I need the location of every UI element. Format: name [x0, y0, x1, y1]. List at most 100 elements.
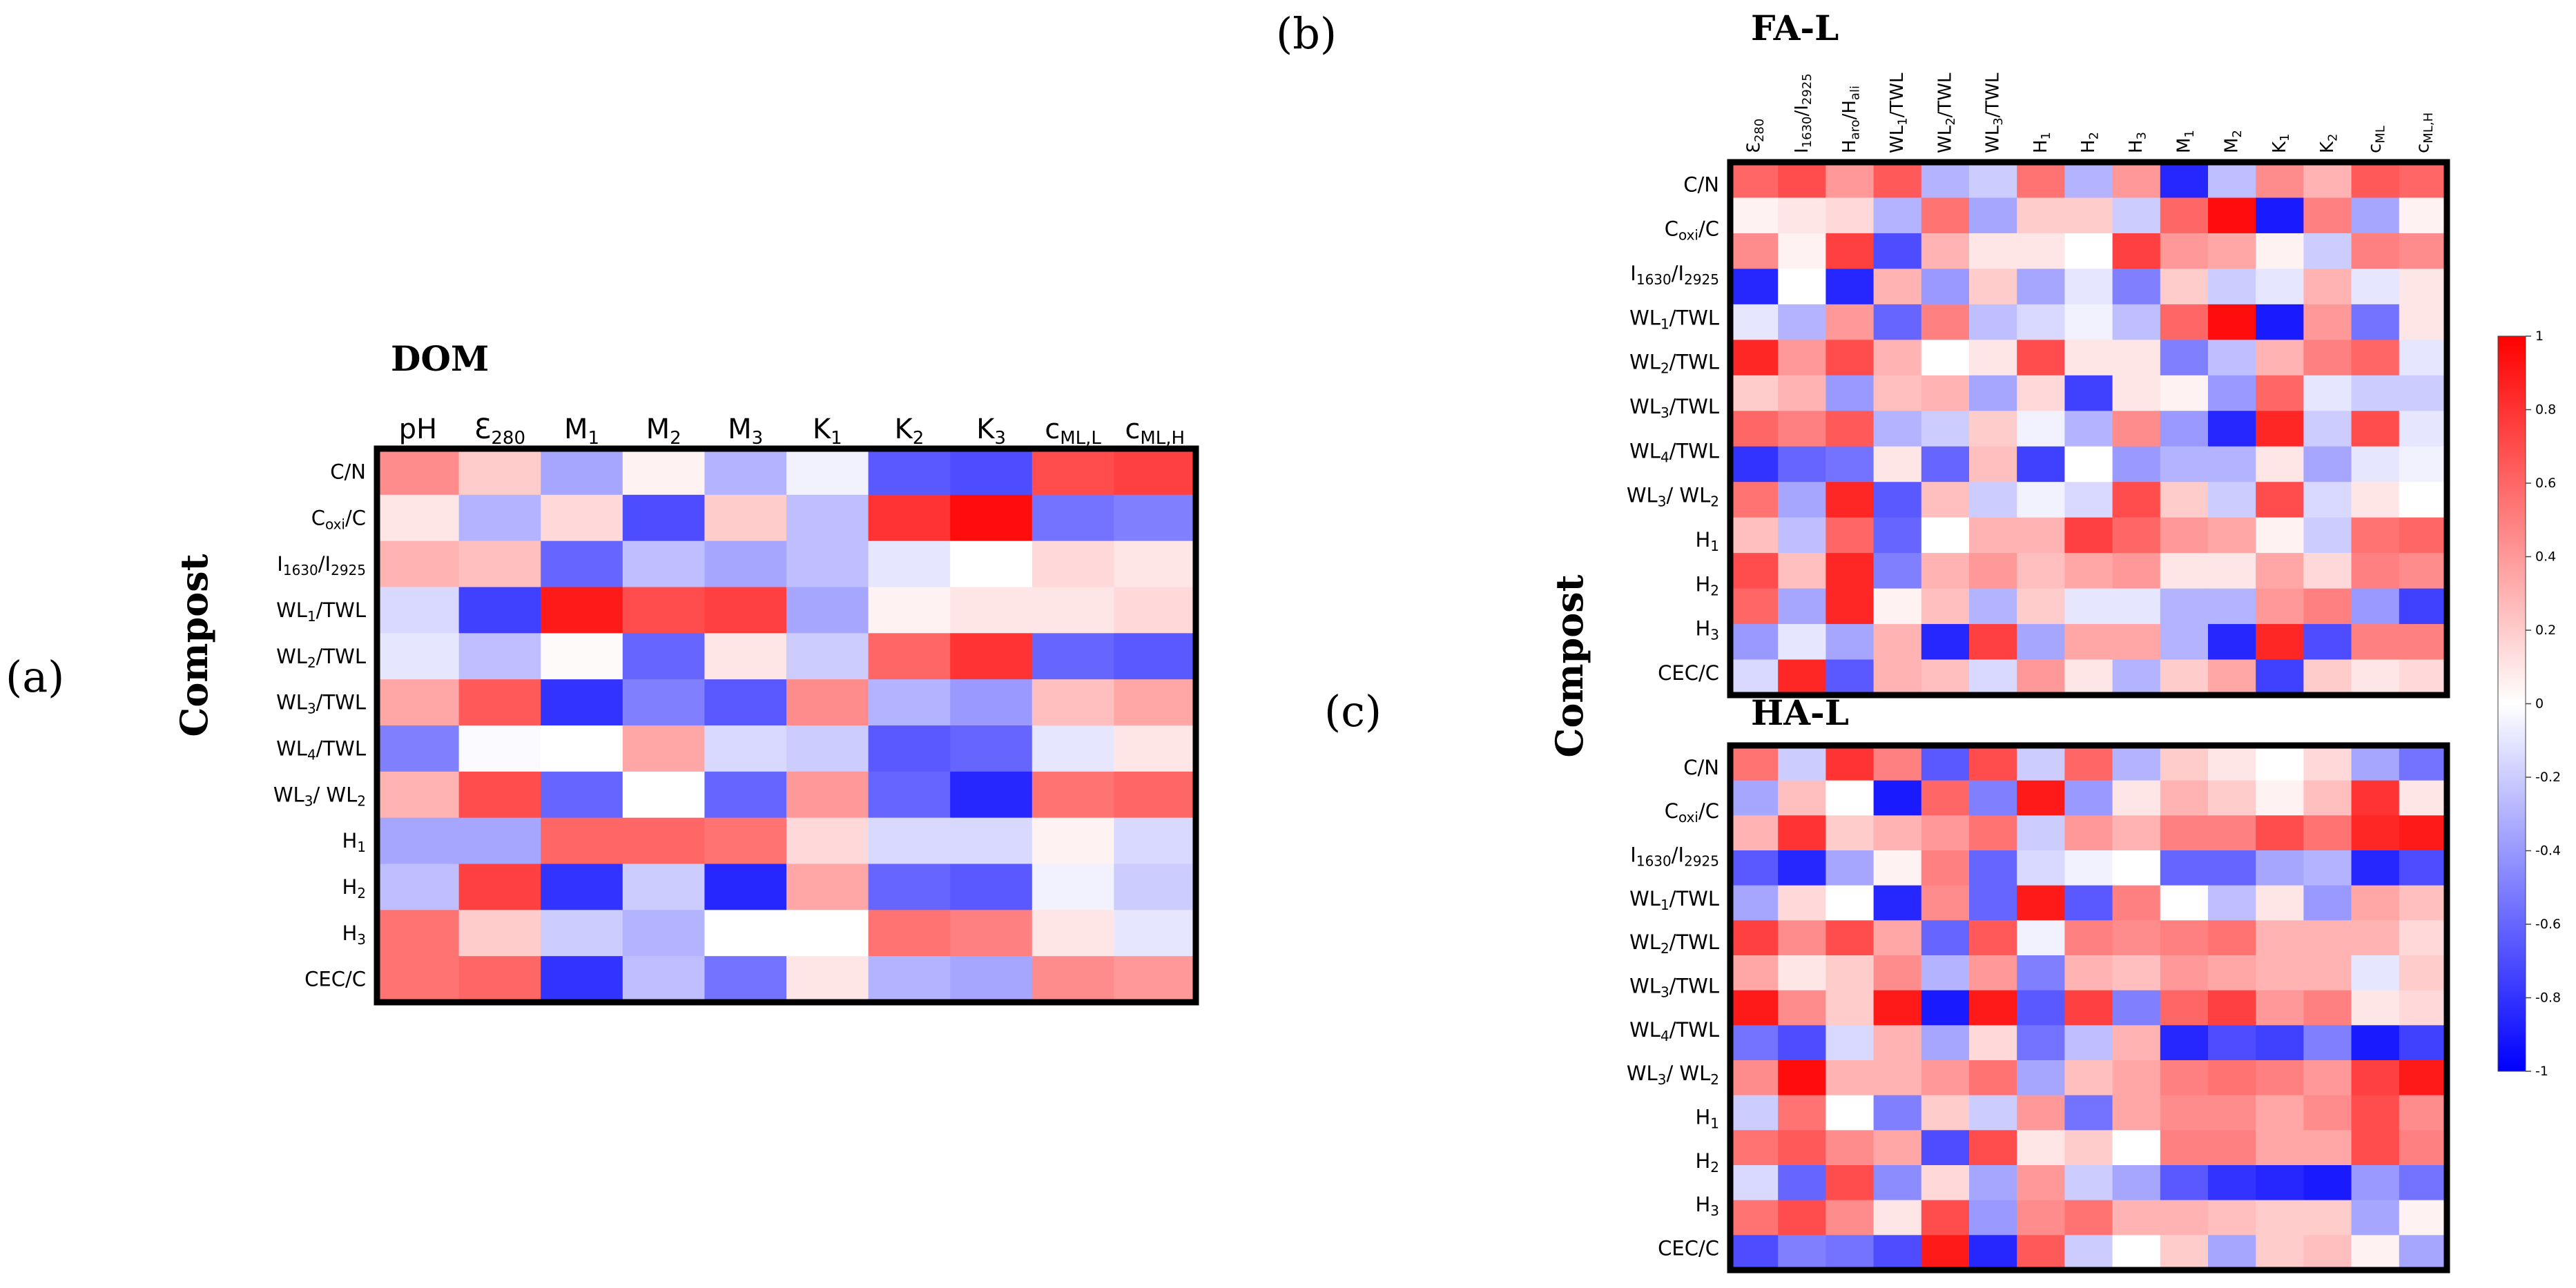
heatmap-cell	[2351, 1130, 2400, 1166]
heatmap-cell	[2303, 197, 2352, 234]
heatmap-cell	[1730, 588, 1779, 625]
heatmap-cell	[2064, 659, 2113, 696]
heatmap-cell	[1921, 885, 1970, 921]
heatmap-cell	[868, 863, 951, 910]
heatmap-cell	[458, 633, 541, 680]
heatmap-cell	[786, 494, 869, 542]
heatmap-cell	[1921, 1060, 1970, 1096]
heatmap-cell	[2160, 233, 2209, 269]
heatmap-cell	[1873, 1235, 1922, 1271]
heatmap-cell	[786, 679, 869, 726]
heatmap-cell	[2160, 304, 2209, 340]
heatmap-cell	[1778, 955, 1826, 991]
heatmap-cell	[2399, 624, 2448, 661]
heatmap-cell	[377, 863, 460, 910]
row-label: WL3​/ WL2​	[1627, 1062, 1719, 1088]
heatmap-cell	[2351, 745, 2400, 781]
heatmap-cell	[2112, 517, 2161, 554]
heatmap-cell	[2208, 955, 2256, 991]
heatmap-cell	[1730, 304, 1779, 340]
row-label: CEC/C	[1658, 661, 1719, 685]
heatmap-cell	[1730, 1130, 1779, 1166]
row-label: WL2​/TWL	[1629, 351, 1719, 377]
heatmap-cell	[2303, 553, 2352, 589]
heatmap-cell	[2399, 446, 2448, 482]
heatmap-cell	[2399, 920, 2448, 956]
heatmap-cell	[2017, 659, 2065, 696]
heatmap-cell	[2017, 1025, 2065, 1061]
column-label: cML​	[2365, 126, 2388, 153]
heatmap-cell	[1778, 780, 1826, 816]
heatmap-cell	[2399, 955, 2448, 991]
heatmap-cell	[2399, 815, 2448, 851]
column-label: M2​	[2222, 130, 2245, 153]
heatmap-cell	[2208, 588, 2256, 625]
heatmap-cell	[1778, 269, 1826, 305]
heatmap-cell	[2256, 304, 2304, 340]
heatmap-cell	[2351, 233, 2400, 269]
heatmap-cell	[2399, 1060, 2448, 1096]
column-label: Ɛ280​	[1744, 119, 1767, 153]
heatmap-cell	[704, 633, 787, 680]
heatmap-cell	[1873, 304, 1922, 340]
heatmap-cell	[704, 449, 787, 496]
colorbar-tick-label: -0.6	[2535, 917, 2561, 932]
heatmap-cell	[1969, 624, 2017, 661]
heatmap-cell	[2112, 482, 2161, 518]
heatmap-cell	[622, 494, 705, 542]
heatmap-cell	[1730, 162, 1779, 199]
colorbar-tick-label: 1	[2535, 329, 2544, 344]
heatmap-cell	[2112, 990, 2161, 1026]
heatmap-cell	[1826, 446, 1875, 482]
heatmap-cell	[2160, 990, 2209, 1026]
heatmap-cell	[2351, 659, 2400, 696]
heatmap-cell	[868, 494, 951, 542]
heatmap-cell	[2064, 1165, 2113, 1201]
heatmap-cell	[2160, 162, 2209, 199]
heatmap-cell	[2064, 304, 2113, 340]
heatmap-cell	[950, 633, 1033, 680]
heatmap-cell	[2208, 815, 2256, 851]
heatmap-cell	[458, 956, 541, 1003]
heatmap-cell	[950, 725, 1033, 772]
column-label: WL1​/TWL	[1887, 72, 1910, 153]
heatmap-cell	[2351, 197, 2400, 234]
heatmap-cell	[1826, 1095, 1875, 1131]
column-label: H2​	[2078, 132, 2101, 153]
heatmap-cell	[1778, 340, 1826, 376]
heatmap-cell	[2303, 850, 2352, 886]
heatmap-cell	[2399, 1130, 2448, 1166]
heatmap-cell	[2256, 780, 2304, 816]
heatmap-cell	[2160, 446, 2209, 482]
compost-label-a: Compost	[172, 554, 216, 736]
heatmap-cell	[1921, 955, 1970, 991]
heatmap-cell	[2399, 340, 2448, 376]
heatmap-cell	[1969, 885, 2017, 921]
heatmap-cell	[2160, 1130, 2209, 1166]
colorbar-tick-label: -1	[2535, 1064, 2548, 1079]
heatmap-cell	[2351, 1095, 2400, 1131]
row-label: WL3​/TWL	[1629, 395, 1719, 421]
heatmap-cell	[1873, 375, 1922, 411]
heatmap-cell	[2160, 1235, 2209, 1271]
heatmap-cell	[2208, 659, 2256, 696]
heatmap-cell	[2351, 553, 2400, 589]
column-label: pH	[399, 413, 437, 445]
heatmap-cell	[622, 587, 705, 634]
heatmap-cell	[2208, 233, 2256, 269]
heatmap-cell	[1921, 659, 1970, 696]
heatmap-cell	[2256, 482, 2304, 518]
column-label: M1​	[564, 413, 599, 449]
heatmap-cell	[1969, 233, 2017, 269]
heatmap-cell	[2017, 233, 2065, 269]
column-label: WL2​/TWL	[1935, 72, 1957, 153]
heatmap-cell	[1778, 304, 1826, 340]
row-label: C/N	[1683, 756, 1719, 779]
heatmap-cell	[2351, 304, 2400, 340]
heatmap-cell	[2303, 162, 2352, 199]
heatmap-cell	[1921, 745, 1970, 781]
heatmap-cell	[2256, 624, 2304, 661]
heatmap-cell	[2399, 197, 2448, 234]
heatmap-cell	[950, 817, 1033, 865]
row-label: WL3​/TWL	[276, 691, 366, 717]
